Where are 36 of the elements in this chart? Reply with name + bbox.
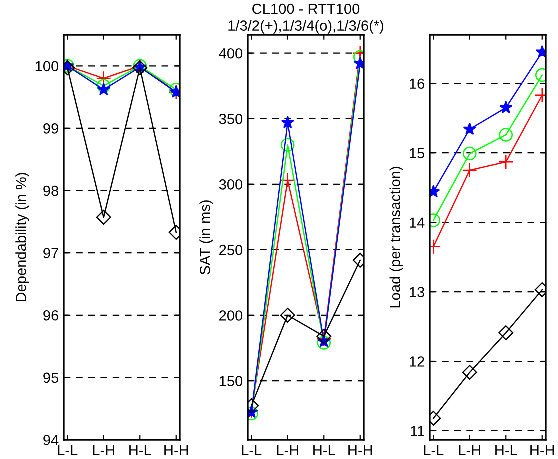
y-tick-label: 94: [44, 435, 59, 446]
y-tick-label: 200: [220, 310, 243, 321]
y-axis-title: Dependability (in %): [16, 173, 30, 302]
x-tick-label: L-H: [459, 445, 480, 456]
chart-title: CL100 - RTT100: [252, 4, 360, 14]
y-tick-label: 100: [36, 61, 59, 72]
y-tick-label: 97: [44, 248, 58, 259]
y-tick-label: 14: [410, 218, 425, 228]
y-tick-label: 15: [410, 148, 425, 159]
x-tick-label: L-H: [277, 445, 298, 456]
y-axis-title: SAT (in ms): [200, 200, 214, 275]
x-tick-label: H-H: [348, 445, 372, 456]
y-tick-label: 150: [220, 376, 243, 386]
x-tick-label: H-L: [130, 445, 152, 456]
y-tick-label: 16: [410, 78, 424, 90]
y-tick-label: 12: [410, 356, 424, 367]
y-tick-label: 13: [410, 287, 424, 298]
y-tick-label: 95: [44, 372, 59, 384]
y-axis-title: Load (per transaction): [390, 167, 404, 308]
y-tick-label: 350: [219, 114, 243, 124]
x-tick-label: H-H: [530, 445, 554, 456]
x-tick-label: L-H: [93, 445, 114, 456]
x-tick-label: L-L: [242, 445, 262, 456]
y-tick-label: 400: [219, 48, 243, 59]
x-tick-label: H-L: [314, 445, 336, 456]
y-tick-label: 98: [44, 186, 59, 196]
x-tick-label: H-L: [496, 445, 518, 456]
y-tick-label: 300: [219, 180, 243, 190]
x-tick-label: L-L: [424, 445, 444, 456]
x-tick-label: H-H: [164, 445, 188, 456]
y-tick-label: 11: [411, 426, 424, 436]
x-tick-label: L-L: [58, 445, 78, 456]
y-tick-label: 96: [44, 310, 58, 321]
chart-subtitle: 1/3/2(+),1/3/4(o),1/3/6(*): [228, 20, 384, 34]
y-tick-label: 250: [220, 245, 243, 256]
y-tick-label: 99: [44, 124, 58, 134]
